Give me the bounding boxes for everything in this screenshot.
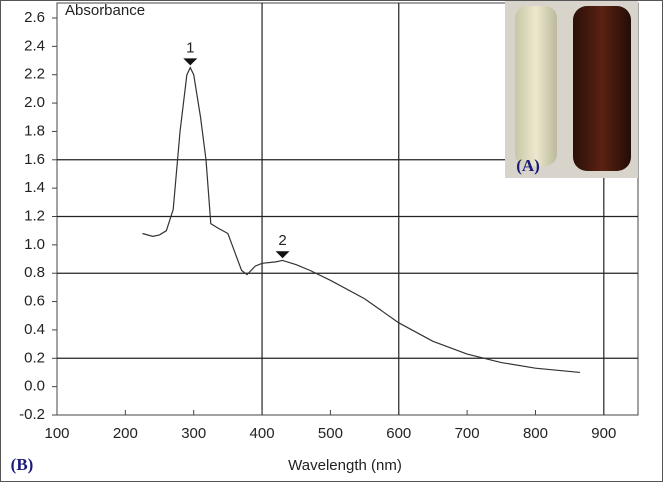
y-tick-label: 1.6	[24, 151, 45, 168]
y-tick-label: 1.8	[24, 122, 45, 139]
y-tick-label: 1.2	[24, 207, 45, 224]
x-tick-label: 500	[318, 425, 343, 442]
tube-dark	[573, 6, 631, 171]
y-tick-label: 2.6	[24, 9, 45, 26]
y-tick-label: 2.4	[24, 37, 45, 54]
plot-frame	[56, 2, 639, 416]
peak-label: 1	[186, 39, 194, 56]
peak-marker	[275, 251, 290, 259]
x-tick-label: 100	[44, 425, 69, 442]
y-tick-label: 0.8	[24, 264, 45, 281]
y-tick-label: 0.4	[24, 321, 45, 338]
y-tick-label: -0.2	[19, 406, 45, 423]
x-tick-label: 700	[455, 425, 480, 442]
y-tick-label: 2.0	[24, 94, 45, 111]
x-tick-label: 200	[113, 425, 138, 442]
y-axis-title: Absorbance	[65, 2, 145, 19]
y-tick-label: 0.6	[24, 293, 45, 310]
y-tick-label: 1.0	[24, 236, 45, 253]
inset-photo: (A)	[505, 1, 638, 178]
y-tick-label: 0.0	[24, 378, 45, 395]
x-tick-label: 600	[386, 425, 411, 442]
x-tick-label: 400	[250, 425, 275, 442]
spectrum-line	[142, 66, 580, 374]
panel-label: (A)	[516, 156, 540, 175]
x-axis-title: Wavelength (nm)	[288, 457, 402, 474]
tube-light	[515, 6, 557, 166]
y-tick-label: 2.2	[24, 66, 45, 83]
y-tick-label: 0.2	[24, 349, 45, 366]
peak-label: 2	[278, 232, 286, 249]
x-tick-label: 800	[523, 425, 548, 442]
peak-marker	[183, 58, 198, 66]
y-tick-label: 1.4	[24, 179, 45, 196]
x-tick-label: 300	[181, 425, 206, 442]
x-tick-label: 900	[591, 425, 616, 442]
panel-label: (B)	[11, 455, 34, 474]
